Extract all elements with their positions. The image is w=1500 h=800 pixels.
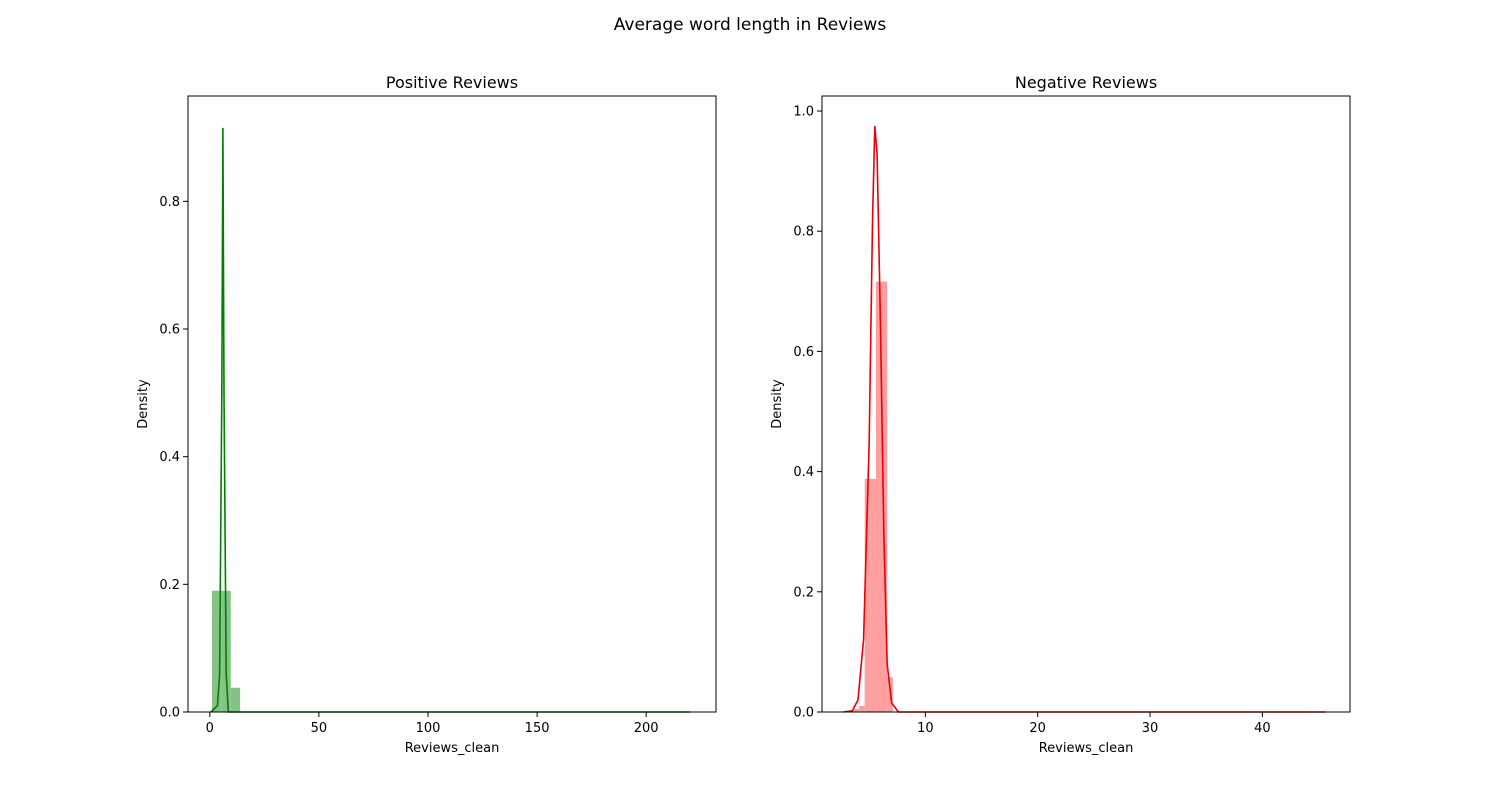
histogram-bar <box>864 478 871 712</box>
histogram-bar <box>875 281 882 712</box>
y-tick-label: 0.2 <box>793 585 814 600</box>
y-tick-label: 0.2 <box>159 578 180 593</box>
y-tick-label: 0.6 <box>159 322 180 337</box>
axes-title: Negative Reviews <box>1015 73 1157 92</box>
histogram-bar <box>870 478 876 712</box>
y-tick-label: 0.0 <box>793 706 814 721</box>
histogram-bar <box>230 687 241 712</box>
kde-curve <box>843 125 1326 713</box>
y-tick-label: 0.4 <box>793 465 814 480</box>
x-tick-label: 200 <box>634 721 659 736</box>
kde-curve <box>210 127 690 713</box>
x-tick-label: 0 <box>206 721 214 736</box>
figure-suptitle: Average word length in Reviews <box>614 15 887 35</box>
x-axis-label: Reviews_clean <box>1039 741 1134 756</box>
histogram-bar <box>212 590 222 712</box>
axes-frame <box>821 95 1351 713</box>
y-tick-label: 0.6 <box>793 345 814 360</box>
y-tick-label: 0.8 <box>793 225 814 240</box>
y-axis-label: Density <box>136 379 151 429</box>
x-tick-label: 30 <box>1142 721 1159 736</box>
y-tick-label: 0.0 <box>159 706 180 721</box>
histogram-bar <box>881 281 888 712</box>
x-tick-label: 150 <box>525 721 550 736</box>
positive-reviews-panel: 0 50 100 150 200 0.0 0.2 0.4 0.6 0.8 Positive Revi… <box>136 73 717 756</box>
y-tick-label: 0.4 <box>159 450 180 465</box>
x-tick-label: 40 <box>1254 721 1271 736</box>
x-axis-label: Reviews_clean <box>405 741 500 756</box>
histogram-bar <box>853 708 860 712</box>
negative-reviews-panel: 10 20 30 40 0.0 0.2 0.4 0.6 0.8 1.0 Negative Revie… <box>770 73 1351 756</box>
y-tick-label: 1.0 <box>793 105 814 120</box>
axes-frame <box>187 95 717 713</box>
x-tick-label: 50 <box>311 721 328 736</box>
histogram-bar <box>859 705 865 712</box>
axes-title: Positive Reviews <box>386 73 518 92</box>
x-tick-label: 10 <box>917 721 934 736</box>
x-tick-label: 20 <box>1029 721 1046 736</box>
y-axis-label: Density <box>770 379 785 429</box>
x-tick-label: 100 <box>416 721 441 736</box>
y-tick-label: 0.8 <box>159 195 180 210</box>
